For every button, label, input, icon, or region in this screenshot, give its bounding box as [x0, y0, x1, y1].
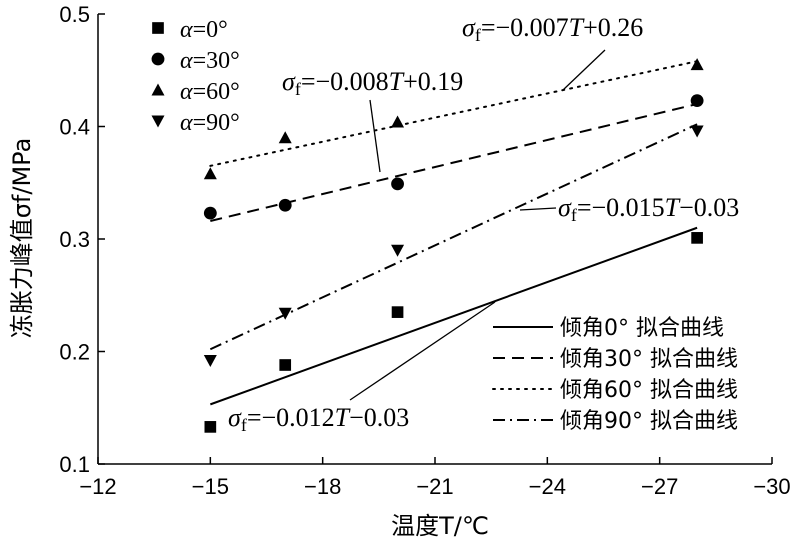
y-tick-label: 0.5	[59, 2, 90, 27]
fit-legend-label-2: 倾角60° 拟合曲线	[560, 378, 738, 403]
fit-legend-label-3: 倾角90° 拟合曲线	[560, 409, 738, 434]
x-axis-label: 温度T/℃	[391, 512, 489, 540]
legend-label-0: α=0°	[180, 17, 228, 43]
annotations: σf=−0.007T+0.26 σf=−0.008T+0.19 σf=−0.015T…	[228, 13, 739, 435]
point-1-0	[203, 206, 217, 220]
y-ticks: 0.1 0.2 0.3 0.4 0.5	[59, 2, 105, 477]
point-1-1	[278, 198, 292, 212]
fit-line-0	[209, 226, 698, 406]
fit-legend-label-1: 倾角30° 拟合曲线	[560, 347, 738, 372]
fit-legend-label-0: 倾角0° 拟合曲线	[560, 316, 724, 341]
point-0-3	[691, 232, 703, 244]
point-2-0	[203, 167, 217, 180]
point-3-1	[278, 307, 292, 320]
legend-label-3: α=90°	[180, 110, 240, 136]
point-3-2	[391, 244, 405, 257]
annotation-leader-3	[349, 301, 496, 401]
x-tick-label: −18	[304, 474, 341, 499]
fit-lines	[209, 60, 699, 406]
fit-line-2	[209, 60, 699, 167]
x-tick-label: −21	[416, 474, 453, 499]
point-1-3	[690, 94, 704, 108]
legend-marker-0	[152, 22, 164, 34]
x-ticks: −12 −15 −18 −21 −24 −27 −30	[79, 457, 791, 499]
annotation-3: σf=−0.012T−0.03	[228, 403, 409, 435]
y-tick-label: 0.1	[59, 452, 90, 477]
annotation-1: σf=−0.008T+0.19	[282, 67, 463, 99]
legend-label-1: α=30°	[180, 48, 240, 74]
fit-line-1	[210, 103, 698, 222]
point-2-2	[391, 115, 405, 128]
legend-marker-2	[151, 83, 165, 96]
x-tick-label: −30	[753, 474, 790, 499]
annotation-leader-0	[562, 49, 606, 91]
annotation-2: σf=−0.015T−0.03	[558, 193, 739, 225]
fit-line-3	[209, 123, 698, 351]
point-0-1	[279, 359, 292, 371]
marker-legend: α=0° α=30° α=60° α=90°	[151, 17, 240, 136]
x-tick-label: −15	[192, 474, 229, 499]
point-2-3	[690, 58, 704, 71]
y-tick-label: 0.3	[59, 227, 90, 252]
legend-marker-3	[151, 115, 165, 128]
x-tick-label: −27	[641, 474, 678, 499]
x-tick-label: −12	[79, 474, 116, 499]
y-tick-label: 0.2	[59, 340, 90, 365]
annotation-leader-1	[369, 99, 381, 173]
annotation-leader-2	[519, 207, 557, 211]
point-1-2	[391, 177, 404, 191]
y-axis-label: 冻胀力峰值σf/MPa	[8, 138, 36, 339]
point-2-1	[278, 131, 292, 144]
legend-marker-1	[151, 52, 165, 66]
point-3-0	[203, 355, 217, 367]
annotation-0: σf=−0.007T+0.26	[462, 13, 643, 45]
point-3-3	[690, 125, 704, 138]
point-0-0	[204, 421, 217, 433]
legend-label-2: α=60°	[180, 79, 240, 105]
y-tick-label: 0.4	[59, 115, 90, 140]
x-tick-label: −24	[529, 474, 566, 499]
point-0-2	[391, 306, 404, 318]
